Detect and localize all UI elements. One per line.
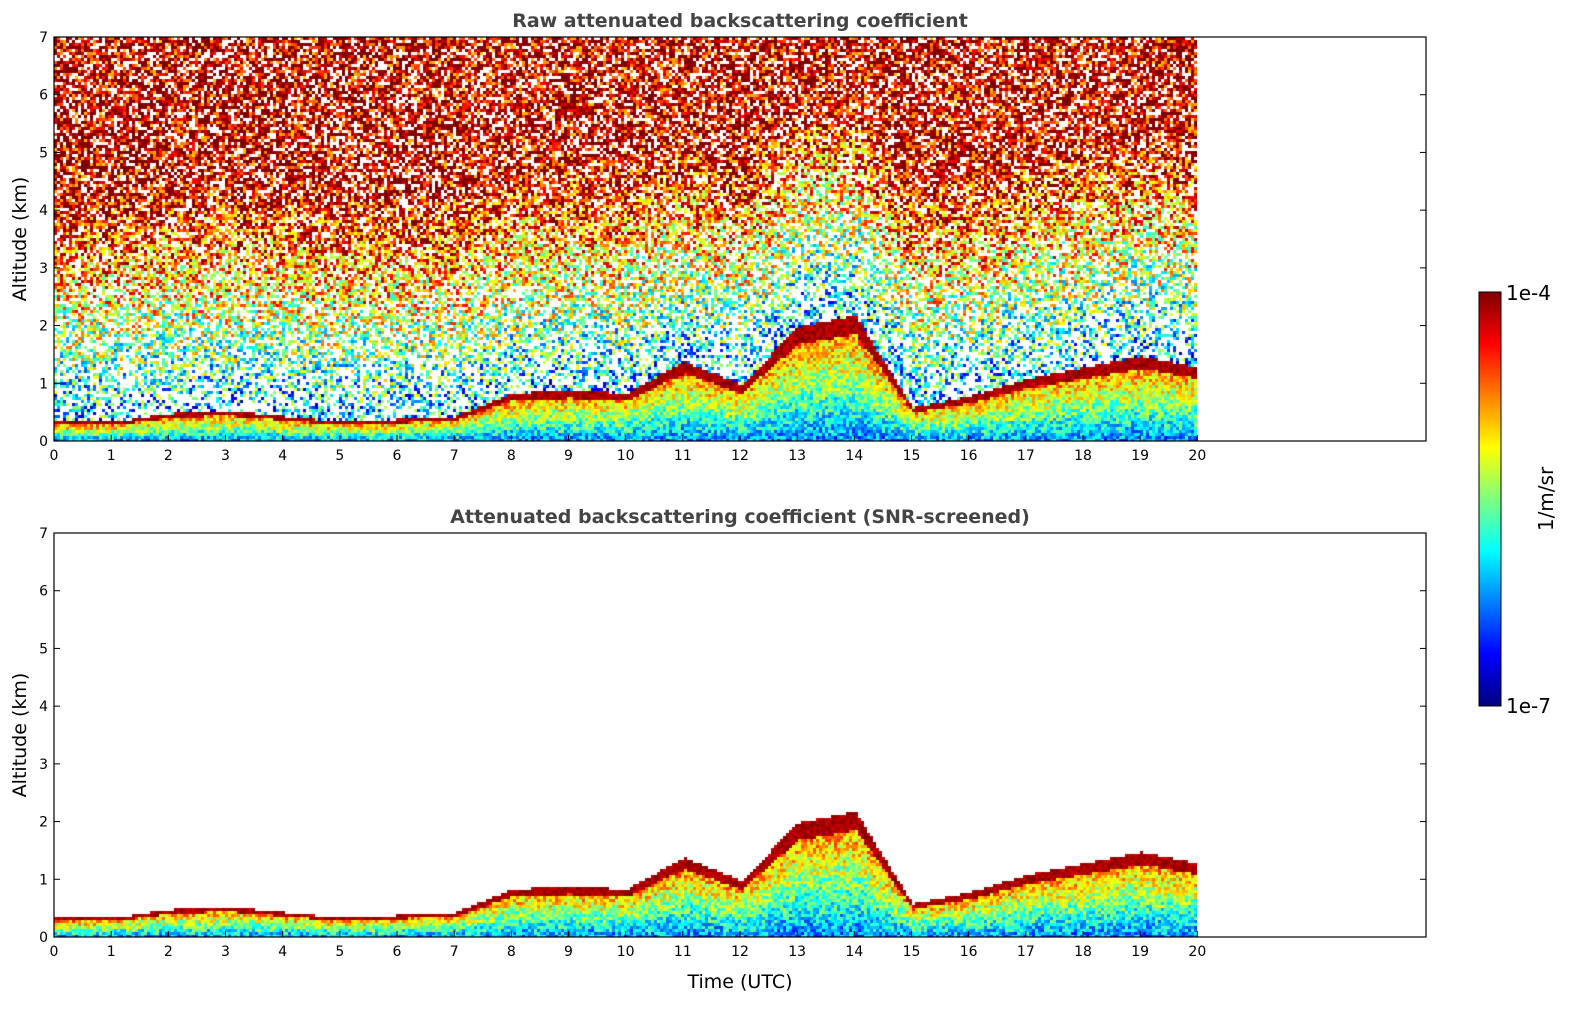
colorbar-unit-label: 1/m/sr bbox=[1534, 466, 1558, 531]
x-tick-label: 14 bbox=[845, 448, 863, 464]
x-tick-label: 13 bbox=[788, 944, 806, 960]
panel-screened-heatmap bbox=[54, 533, 1197, 937]
x-tick-label: 12 bbox=[731, 448, 749, 464]
x-tick-label: 9 bbox=[564, 448, 573, 464]
y-tick-label: 4 bbox=[39, 699, 48, 715]
x-tick-label: 6 bbox=[393, 448, 402, 464]
x-tick-label: 19 bbox=[1131, 944, 1149, 960]
heatmap-image bbox=[54, 533, 1197, 937]
panel-screened-ylabel: Altitude (km) bbox=[9, 673, 31, 798]
y-tick-label: 0 bbox=[39, 434, 48, 450]
colorbar: 1e-4 1e-7 1/m/sr bbox=[1478, 281, 1558, 718]
x-tick-label: 16 bbox=[960, 944, 978, 960]
y-tick-label: 3 bbox=[39, 261, 48, 277]
colorbar-min-label: 1e-7 bbox=[1506, 694, 1551, 718]
x-tick-label: 20 bbox=[1188, 448, 1206, 464]
x-tick-label: 0 bbox=[50, 448, 59, 464]
panel-screened: Attenuated backscattering coefficient (S… bbox=[9, 506, 1427, 993]
x-tick-label: 16 bbox=[960, 448, 978, 464]
panel-screened-xlabel: Time (UTC) bbox=[686, 971, 792, 993]
x-tick-label: 10 bbox=[617, 944, 635, 960]
y-tick-label: 2 bbox=[39, 319, 48, 335]
x-tick-label: 11 bbox=[674, 448, 692, 464]
x-tick-label: 9 bbox=[564, 944, 573, 960]
x-tick-label: 15 bbox=[903, 944, 921, 960]
x-tick-label: 18 bbox=[1074, 944, 1092, 960]
y-tick-label: 6 bbox=[39, 584, 48, 600]
x-tick-label: 4 bbox=[278, 944, 287, 960]
y-tick-label: 7 bbox=[39, 526, 48, 542]
x-tick-label: 12 bbox=[731, 944, 749, 960]
x-tick-label: 10 bbox=[617, 448, 635, 464]
x-tick-label: 0 bbox=[50, 944, 59, 960]
panel-screened-title: Attenuated backscattering coefficient (S… bbox=[450, 506, 1030, 528]
x-tick-label: 17 bbox=[1017, 944, 1035, 960]
x-tick-label: 19 bbox=[1131, 448, 1149, 464]
x-tick-label: 15 bbox=[903, 448, 921, 464]
x-tick-label: 2 bbox=[164, 944, 173, 960]
y-tick-label: 3 bbox=[39, 757, 48, 773]
panel-raw-heatmap bbox=[54, 37, 1197, 441]
y-tick-label: 0 bbox=[39, 930, 48, 946]
y-tick-label: 2 bbox=[39, 815, 48, 831]
panel-raw-title: Raw attenuated backscattering coefficien… bbox=[512, 10, 968, 32]
y-tick-label: 4 bbox=[39, 203, 48, 219]
x-tick-label: 4 bbox=[278, 448, 287, 464]
x-tick-label: 3 bbox=[221, 944, 230, 960]
y-tick-label: 6 bbox=[39, 88, 48, 104]
colorbar-gradient bbox=[1478, 291, 1502, 707]
x-tick-label: 7 bbox=[450, 944, 459, 960]
x-tick-label: 11 bbox=[674, 944, 692, 960]
heatmap-image bbox=[54, 37, 1197, 441]
panel-raw-ylabel: Altitude (km) bbox=[9, 177, 31, 302]
x-tick-label: 14 bbox=[845, 944, 863, 960]
x-tick-label: 20 bbox=[1188, 944, 1206, 960]
x-tick-label: 8 bbox=[507, 448, 516, 464]
y-tick-label: 1 bbox=[39, 872, 48, 888]
x-tick-label: 6 bbox=[393, 944, 402, 960]
y-tick-label: 5 bbox=[39, 641, 48, 657]
y-tick-label: 1 bbox=[39, 376, 48, 392]
x-tick-label: 5 bbox=[335, 448, 344, 464]
x-tick-label: 7 bbox=[450, 448, 459, 464]
panel-raw: Raw attenuated backscattering coefficien… bbox=[9, 10, 1427, 464]
x-tick-label: 1 bbox=[107, 448, 116, 464]
y-tick-label: 7 bbox=[39, 30, 48, 46]
x-tick-label: 13 bbox=[788, 448, 806, 464]
x-tick-label: 17 bbox=[1017, 448, 1035, 464]
x-tick-label: 2 bbox=[164, 448, 173, 464]
x-tick-label: 1 bbox=[107, 944, 116, 960]
x-tick-label: 18 bbox=[1074, 448, 1092, 464]
x-tick-label: 5 bbox=[335, 944, 344, 960]
x-tick-label: 3 bbox=[221, 448, 230, 464]
x-tick-label: 8 bbox=[507, 944, 516, 960]
y-tick-label: 5 bbox=[39, 145, 48, 161]
colorbar-max-label: 1e-4 bbox=[1506, 281, 1551, 305]
